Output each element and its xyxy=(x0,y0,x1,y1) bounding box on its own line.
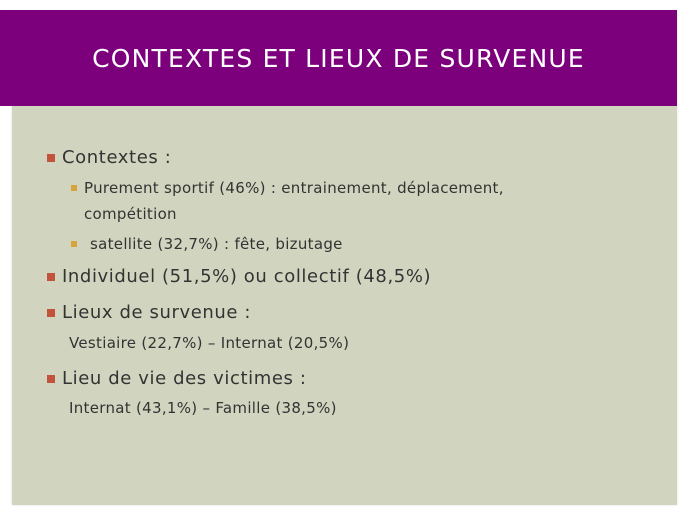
bullet-square-icon xyxy=(47,154,55,162)
bullet-contextes: Contextes : xyxy=(62,147,172,168)
lieux-survenue-detail: Vestiaire (22,7%) – Internat (20,5%) xyxy=(69,334,350,352)
sub-bullet-square-icon xyxy=(71,241,77,247)
sub-bullet-satellite: satellite (32,7%) : fête, bizutage xyxy=(90,235,343,253)
bullet-lieux-survenue: Lieux de survenue : xyxy=(62,302,252,323)
sub-bullet-square-icon xyxy=(71,185,77,191)
bullet-individuel: Individuel (51,5%) ou collectif (48,5%) xyxy=(62,266,432,287)
bullet-square-icon xyxy=(47,309,55,317)
sub-bullet-purement-sportif-continued: compétition xyxy=(84,205,177,223)
title-bar: CONTEXTES ET LIEUX DE SURVENUE xyxy=(0,10,677,106)
sub-bullet-purement-sportif: Purement sportif (46%) : entrainement, d… xyxy=(84,179,504,197)
lieu-de-vie-detail: Internat (43,1%) – Famille (38,5%) xyxy=(69,399,337,417)
bullet-square-icon xyxy=(47,273,55,281)
slide-title: CONTEXTES ET LIEUX DE SURVENUE xyxy=(92,43,585,73)
bullet-square-icon xyxy=(47,375,55,383)
bullet-lieu-de-vie: Lieu de vie des victimes : xyxy=(62,368,307,389)
